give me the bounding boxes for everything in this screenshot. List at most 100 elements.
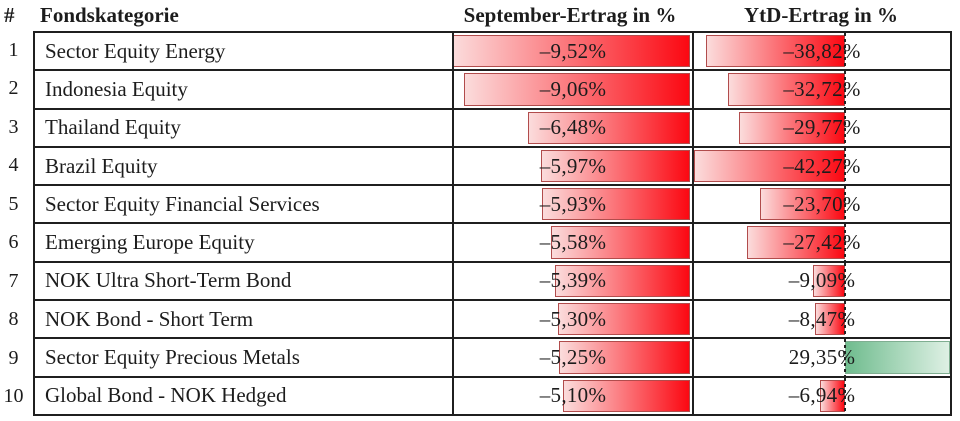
category-label: Sector Equity Financial Services	[45, 191, 320, 216]
zero-axis-line	[844, 262, 847, 300]
ytd-databar	[845, 341, 950, 374]
zero-axis-line	[844, 71, 847, 108]
september-cell: –5,58%	[452, 224, 692, 261]
ytd-cell: –27,42%	[692, 224, 950, 261]
category-label: Sector Equity Energy	[45, 38, 226, 63]
row-number: 8	[8, 308, 19, 331]
september-databar	[558, 341, 690, 374]
table-body: Sector Equity Energy –9,52% –38,82% Indo…	[33, 31, 952, 416]
row-number: 6	[8, 231, 19, 254]
september-databar	[454, 35, 690, 68]
table-row: Brazil Equity –5,97% –42,27%	[35, 145, 950, 185]
september-cell: –5,30%	[452, 301, 692, 338]
row-number: 3	[8, 115, 19, 138]
row-number: 9	[8, 346, 19, 369]
zero-axis-line	[844, 109, 847, 146]
september-value: –5,25%	[539, 345, 607, 370]
september-databar	[528, 111, 690, 144]
table-row: Indonesia Equity –9,06% –32,72%	[35, 69, 950, 108]
row-number: 10	[3, 385, 24, 408]
ytd-databar	[738, 111, 846, 144]
ytd-databar	[728, 73, 846, 106]
ytd-databar	[694, 149, 846, 183]
category-cell: Sector Equity Financial Services	[35, 186, 452, 222]
ytd-cell: –42,27%	[692, 147, 950, 185]
table-row: Sector Equity Financial Services –5,93% …	[35, 184, 950, 223]
ytd-value: 29,35%	[788, 345, 856, 370]
ytd-databar	[747, 226, 846, 259]
zero-axis-line	[844, 147, 847, 185]
category-cell: Brazil Equity	[35, 148, 452, 184]
category-label: NOK Bond - Short Term	[45, 306, 254, 331]
september-cell: –6,48%	[452, 109, 692, 146]
ytd-cell: –29,77%	[692, 109, 950, 146]
ytd-databar	[706, 35, 846, 68]
september-databar	[562, 379, 690, 412]
september-databar	[540, 149, 690, 183]
category-label: Brazil Equity	[45, 153, 158, 178]
september-databar	[541, 188, 690, 221]
september-value: –9,52%	[539, 38, 607, 63]
category-cell: NOK Bond - Short Term	[35, 301, 452, 337]
table-row: NOK Bond - Short Term –5,30% –8,47%	[35, 299, 950, 338]
column-header-category: Fondskategorie	[40, 3, 179, 27]
category-label: Indonesia Equity	[45, 76, 188, 101]
category-cell: Sector Equity Energy	[35, 33, 452, 69]
zero-axis-line	[844, 339, 847, 376]
september-value: –5,39%	[539, 268, 607, 293]
ytd-cell: 29,35%	[692, 339, 950, 376]
ytd-databar	[812, 264, 846, 298]
ytd-cell: –8,47%	[692, 301, 950, 338]
ytd-value: –38,82%	[783, 38, 861, 63]
september-cell: –5,39%	[452, 262, 692, 300]
september-databar	[557, 303, 690, 336]
september-value: –9,06%	[539, 76, 607, 101]
table-row: Sector Equity Precious Metals –5,25% 29,…	[35, 337, 950, 376]
zero-axis-line	[844, 301, 847, 338]
september-cell: –5,25%	[452, 339, 692, 376]
column-header-number: #	[4, 3, 15, 27]
september-value: –6,48%	[539, 115, 607, 140]
row-number: 5	[8, 192, 19, 215]
category-cell: Emerging Europe Equity	[35, 224, 452, 260]
table-row: Sector Equity Energy –9,52% –38,82%	[35, 33, 950, 70]
september-databar	[550, 226, 690, 259]
september-databar	[555, 264, 690, 298]
september-value: –5,97%	[539, 153, 607, 178]
ytd-value: –8,47%	[788, 306, 856, 331]
september-value: –5,30%	[539, 306, 607, 331]
september-value: –5,10%	[539, 383, 607, 408]
ytd-databar	[820, 379, 846, 412]
september-cell: –9,52%	[452, 33, 692, 70]
ytd-cell: –6,94%	[692, 377, 950, 414]
row-number: 7	[8, 269, 19, 292]
zero-axis-line	[844, 186, 847, 223]
ytd-value: –42,27%	[783, 153, 861, 178]
category-cell: Sector Equity Precious Metals	[35, 339, 452, 375]
category-cell: Thailand Equity	[35, 110, 452, 146]
column-header-september: September-Ertrag in %	[463, 3, 677, 27]
table-row: Emerging Europe Equity –5,58% –27,42%	[35, 222, 950, 261]
ytd-value: –29,77%	[783, 115, 861, 140]
category-cell: Indonesia Equity	[35, 71, 452, 107]
row-number: 1	[8, 38, 19, 61]
ytd-cell: –32,72%	[692, 71, 950, 108]
category-label: Sector Equity Precious Metals	[45, 345, 300, 370]
category-label: NOK Ultra Short-Term Bond	[45, 268, 292, 293]
ytd-value: –27,42%	[783, 230, 861, 255]
table-row: NOK Ultra Short-Term Bond –5,39% –9,09%	[35, 260, 950, 300]
ytd-cell: –9,09%	[692, 262, 950, 300]
ytd-value: –32,72%	[783, 76, 861, 101]
september-cell: –9,06%	[452, 71, 692, 108]
row-number: 4	[8, 154, 19, 177]
ytd-value: –9,09%	[788, 268, 856, 293]
ytd-databar	[814, 303, 846, 336]
ytd-cell: –23,70%	[692, 186, 950, 223]
september-cell: –5,97%	[452, 147, 692, 185]
category-label: Global Bond - NOK Hedged	[45, 383, 287, 408]
september-cell: –5,10%	[452, 377, 692, 414]
row-number-column: 1 2 3 4 5 6 7 8 9 10	[0, 31, 33, 416]
ytd-value: –23,70%	[783, 191, 861, 216]
category-cell: Global Bond - NOK Hedged	[35, 378, 452, 414]
